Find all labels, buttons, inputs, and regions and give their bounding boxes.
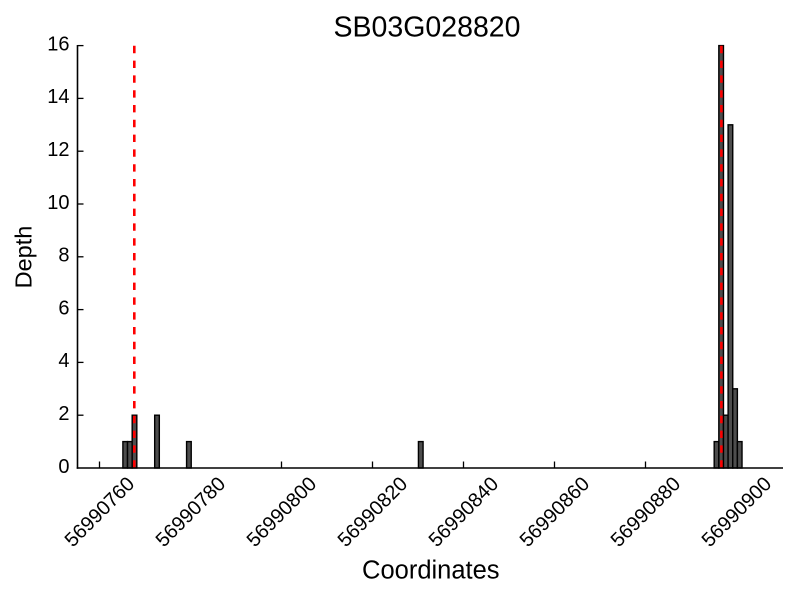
svg-text:Coordinates: Coordinates [362, 557, 500, 585]
svg-text:6: 6 [58, 297, 69, 319]
svg-text:SB03G028820: SB03G028820 [334, 11, 521, 43]
svg-text:10: 10 [47, 192, 69, 214]
svg-text:4: 4 [58, 350, 69, 372]
svg-text:14: 14 [47, 86, 69, 108]
svg-text:2: 2 [58, 403, 69, 425]
svg-text:0: 0 [58, 456, 69, 478]
svg-text:8: 8 [58, 245, 69, 267]
svg-text:12: 12 [47, 139, 69, 161]
svg-text:Depth: Depth [11, 226, 37, 289]
svg-text:16: 16 [47, 33, 69, 55]
